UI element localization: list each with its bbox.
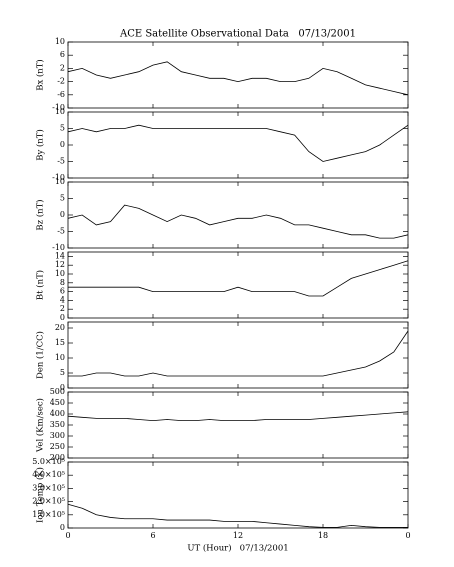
- y-axis-label: Vel (Km/sec): [35, 398, 46, 453]
- y-tick-label: 500: [50, 387, 65, 396]
- y-tick-label: 450: [50, 398, 65, 407]
- y-tick-label: 4: [60, 295, 65, 304]
- y-tick-label: 0: [60, 383, 65, 392]
- data-line: [67, 503, 408, 528]
- y-tick-label: 14: [55, 251, 65, 260]
- panel-frame: [67, 251, 409, 319]
- y-tick-label: 15: [55, 338, 65, 347]
- x-tick-label: 18: [318, 531, 328, 540]
- y-tick-label: 0: [60, 210, 65, 219]
- x-tick-label: 0: [65, 531, 70, 540]
- y-tick-label: 8: [60, 278, 65, 287]
- y-tick-label: 6: [60, 50, 65, 59]
- y-tick-label: -10: [52, 103, 65, 112]
- y-tick-label: 5.0×10⁵: [32, 457, 65, 466]
- y-tick-label: 12: [55, 260, 65, 269]
- y-tick-label: -5: [57, 227, 65, 236]
- y-tick-label: 1.0×10⁵: [32, 510, 65, 519]
- y-tick-label: -5: [57, 157, 65, 166]
- y-tick-label: 300: [50, 431, 65, 440]
- panel-frame: [67, 391, 409, 459]
- data-line: [67, 411, 409, 422]
- y-tick-label: -6: [57, 90, 65, 99]
- chart-title: ACE Satellite Observational Data 07/13/2…: [119, 29, 356, 40]
- y-tick-label: 6: [60, 287, 65, 296]
- y-tick-label: 10: [55, 177, 65, 186]
- data-line: [67, 124, 409, 162]
- panel-frame: [67, 111, 409, 179]
- y-tick-label: -10: [52, 243, 65, 252]
- y-tick-label: 20: [55, 323, 65, 332]
- y-axis-label: Den (1/CC): [35, 331, 46, 379]
- x-tick-label: 12: [233, 531, 243, 540]
- y-tick-label: 10: [55, 353, 65, 362]
- y-axis-label: By (nT): [35, 129, 46, 161]
- y-tick-label: 10: [55, 269, 65, 278]
- y-tick-label: 0: [60, 313, 65, 322]
- data-line: [67, 204, 409, 239]
- y-tick-label: 5: [60, 368, 65, 377]
- y-axis-label: Ion Temp (K): [35, 467, 46, 523]
- x-tick-label: 6: [150, 531, 155, 540]
- y-tick-label: 0: [60, 140, 65, 149]
- data-line: [67, 61, 409, 96]
- y-tick-label: 10: [55, 107, 65, 116]
- y-tick-label: 250: [50, 442, 65, 451]
- y-axis-label: Bz (nT): [35, 199, 46, 230]
- y-tick-label: 400: [50, 409, 65, 418]
- y-axis-label: Bt (nT): [35, 270, 46, 300]
- y-tick-label: 2: [60, 63, 65, 72]
- y-tick-label: 0: [60, 523, 65, 532]
- y-tick-label: -2: [57, 77, 65, 86]
- panel-frame: [67, 41, 409, 109]
- x-tick-label: 0: [405, 531, 410, 540]
- x-axis-label: UT (Hour) 07/13/2001: [187, 543, 288, 554]
- y-tick-label: 2: [60, 304, 65, 313]
- y-tick-label: 4.0×10⁵: [32, 470, 65, 479]
- y-tick-label: 2.0×10⁵: [32, 497, 65, 506]
- y-tick-label: 5: [60, 194, 65, 203]
- panel-frame: [67, 321, 409, 389]
- y-tick-label: 10: [55, 37, 65, 46]
- data-line: [68, 330, 409, 377]
- panel-frame: [67, 181, 409, 249]
- y-tick-label: -10: [52, 173, 65, 182]
- y-tick-label: 200: [50, 453, 65, 462]
- data-line: [68, 260, 409, 297]
- y-tick-label: 3.0×10⁵: [32, 483, 65, 492]
- y-tick-label: 5: [60, 124, 65, 133]
- y-axis-label: Bx (nT): [35, 59, 46, 91]
- y-tick-label: 350: [50, 420, 65, 429]
